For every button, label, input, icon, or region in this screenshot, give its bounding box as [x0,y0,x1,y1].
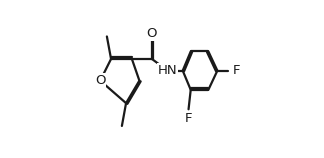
Text: F: F [232,64,240,77]
Text: HN: HN [158,64,178,77]
Text: F: F [185,112,192,125]
Text: O: O [95,74,106,87]
Text: O: O [147,27,157,40]
